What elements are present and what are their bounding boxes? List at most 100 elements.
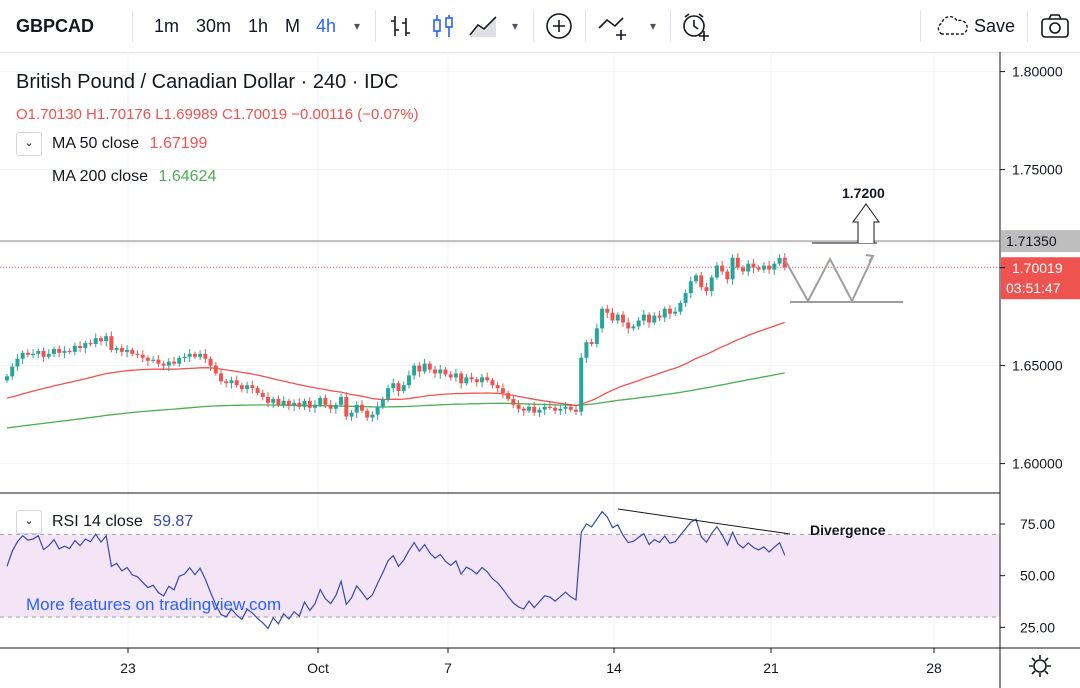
up-arrow-icon[interactable] — [852, 203, 880, 243]
candle — [641, 309, 646, 325]
candle — [20, 350, 25, 365]
candle-body — [443, 369, 448, 375]
candle — [281, 396, 286, 409]
alert-clock-icon[interactable] — [680, 11, 712, 43]
ma200-value: 1.64624 — [158, 168, 217, 185]
interval-4h[interactable]: 4h — [316, 16, 337, 36]
candle — [161, 361, 166, 370]
candle — [307, 397, 312, 413]
camera-icon[interactable] — [1040, 13, 1070, 39]
candle-body — [417, 365, 422, 372]
bar-chart-icon[interactable] — [388, 13, 414, 39]
candle-body — [271, 398, 276, 403]
candle — [480, 373, 485, 388]
candle-body — [156, 359, 161, 364]
candle — [224, 378, 229, 388]
candle — [589, 338, 594, 347]
candle — [57, 345, 62, 358]
promo-link[interactable]: More features on tradingview.com — [26, 595, 282, 614]
interval-month[interactable]: M — [285, 16, 300, 36]
resistance-price-label: 1.71350 — [1006, 233, 1057, 249]
compare-icon[interactable] — [597, 12, 633, 42]
candle — [156, 355, 161, 367]
candle — [375, 402, 380, 420]
candle — [782, 253, 787, 271]
candle-body — [584, 342, 589, 358]
candle — [433, 365, 438, 378]
candle-body — [5, 376, 9, 381]
rsi-value: 59.87 — [153, 513, 194, 530]
candle — [610, 307, 615, 323]
candle — [761, 262, 766, 273]
chart-type-dropdown-icon[interactable]: ▾ — [512, 19, 519, 33]
candle — [636, 316, 641, 330]
interval-1m[interactable]: 1m — [154, 16, 180, 36]
candle-body — [683, 293, 688, 303]
candle — [302, 398, 307, 411]
candle-body — [521, 408, 526, 411]
candle — [412, 363, 417, 380]
compare-dropdown-icon[interactable]: ▾ — [650, 19, 657, 33]
ma50-legend[interactable]: MA 50 close 1.67199 — [52, 135, 207, 153]
candle-body — [600, 308, 605, 329]
ma200-legend[interactable]: MA 200 close 1.64624 — [52, 168, 216, 186]
pattern-projection[interactable] — [784, 255, 874, 304]
bar-countdown: 03:51:47 — [1006, 280, 1061, 296]
candle — [626, 317, 631, 334]
candle-body — [422, 363, 427, 372]
candle — [219, 368, 224, 385]
candle-body — [312, 404, 317, 408]
ma50-label: MA 50 close — [52, 135, 140, 152]
candle-body — [109, 336, 114, 350]
collapse-chevron-icon[interactable]: ⌄ — [16, 132, 42, 156]
time-axis[interactable]: 23 Oct 7 14 21 28 — [120, 648, 942, 676]
toolbar-divider — [1027, 10, 1028, 42]
ma200-label: MA 200 close — [52, 168, 149, 185]
candle — [568, 404, 573, 413]
candle — [438, 364, 443, 379]
candle-body — [662, 308, 667, 318]
candle — [714, 262, 719, 280]
projection-arrowhead-icon — [865, 254, 875, 263]
candle-body — [782, 257, 787, 268]
symbol-search[interactable]: GBPCAD — [16, 16, 95, 36]
toolbar-divider — [132, 10, 133, 42]
candle — [10, 363, 15, 380]
divergence-trendline[interactable] — [617, 508, 791, 535]
chart-canvas[interactable]: 1.7200 Divergence 1.80000 1.75000 1.6500… — [0, 52, 1080, 688]
candle-body — [187, 353, 192, 357]
candles-icon[interactable] — [430, 13, 456, 39]
candle — [704, 282, 709, 296]
candle-body — [177, 357, 182, 364]
candle-body — [594, 328, 599, 345]
candle-body — [354, 404, 359, 413]
candle-body — [292, 402, 297, 406]
interval-dropdown-icon[interactable]: ▾ — [354, 19, 361, 33]
price-axis[interactable]: 1.80000 1.75000 1.65000 1.60000 1.71350 … — [1000, 64, 1080, 472]
candle — [406, 370, 411, 389]
candle-body — [553, 407, 558, 411]
candle — [427, 361, 432, 373]
area-chart-icon[interactable] — [468, 13, 498, 39]
settings-gear-icon[interactable] — [1029, 655, 1051, 677]
interval-1h[interactable]: 1h — [248, 16, 269, 36]
candle-body — [224, 381, 229, 384]
time-tick: 21 — [763, 660, 779, 676]
candle-body — [636, 320, 641, 327]
candle — [443, 367, 448, 377]
candle — [41, 347, 46, 363]
candle — [323, 394, 328, 409]
candle-body — [192, 353, 197, 357]
rsi-collapse-chevron-icon[interactable]: ⌄ — [16, 510, 42, 534]
rsi-axis[interactable]: 75.00 50.00 25.00 — [1000, 516, 1055, 635]
add-indicator-icon[interactable] — [545, 12, 573, 40]
candle-body — [114, 347, 119, 350]
save-button[interactable]: Save — [974, 16, 1016, 36]
candle-body — [589, 342, 594, 345]
candle-body — [396, 383, 401, 392]
candle — [234, 375, 239, 388]
candle — [380, 396, 385, 410]
candle — [276, 395, 281, 408]
interval-30m[interactable]: 30m — [196, 16, 232, 36]
rsi-legend[interactable]: RSI 14 close 59.87 — [52, 513, 193, 531]
